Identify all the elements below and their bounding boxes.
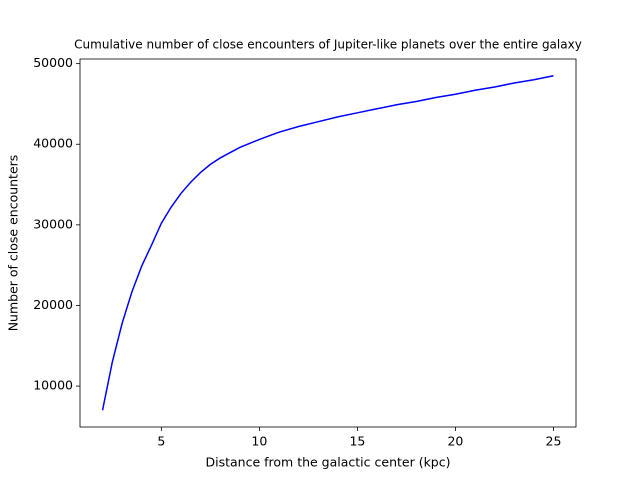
y-tick-label: 40000 (33, 136, 73, 151)
x-tick-label: 5 (157, 434, 165, 449)
x-axis-label: Distance from the galactic center (kpc) (206, 455, 451, 470)
y-tick-label: 20000 (33, 297, 73, 312)
x-tick-label: 25 (546, 434, 562, 449)
plot-frame (79, 58, 577, 428)
chart-title: Cumulative number of close encounters of… (74, 38, 582, 52)
y-tick-label: 50000 (33, 55, 73, 70)
x-tick-label: 15 (349, 434, 365, 449)
x-tick-label: 10 (251, 434, 267, 449)
data-line (101, 74, 554, 411)
y-tick-label: 30000 (33, 216, 73, 231)
y-tick-label: 10000 (33, 378, 73, 393)
y-axis-label: Number of close encounters (6, 155, 21, 332)
x-tick-label: 20 (447, 434, 463, 449)
